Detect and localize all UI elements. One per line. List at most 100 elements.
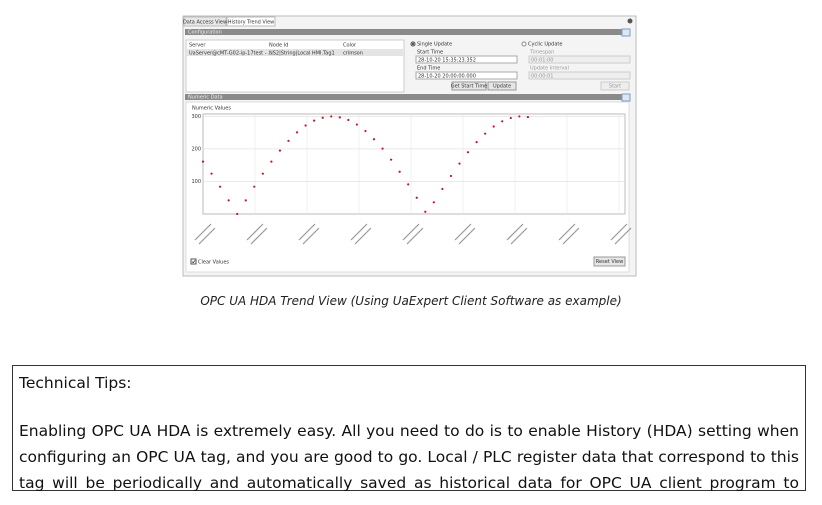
x-label-blur	[350, 223, 368, 241]
x-label-blur	[194, 223, 212, 241]
data-point	[253, 185, 256, 188]
data-point	[398, 170, 401, 173]
x-label-blur	[458, 227, 476, 245]
data-point	[287, 139, 290, 142]
tab[interactable]	[226, 16, 276, 27]
data-point	[466, 151, 470, 154]
data-point	[201, 160, 205, 163]
x-label-blur	[558, 223, 576, 241]
column-header: Server	[189, 43, 206, 49]
data-point	[330, 115, 333, 118]
x-label-blur	[198, 227, 216, 245]
data-point	[458, 162, 461, 165]
section-title: Configuration	[188, 30, 222, 36]
x-label-blur	[610, 223, 628, 241]
radio-dot	[412, 43, 414, 45]
collapse-button[interactable]	[621, 93, 631, 102]
cell: UaServer@cMT-G02-ip-17test - ...	[189, 51, 273, 57]
input-value: 00:00:01	[531, 74, 553, 80]
input-value: 28-10-20 15:35:23.352	[418, 58, 476, 64]
section-bar	[185, 94, 630, 100]
y-tick-label: 300	[191, 114, 201, 120]
radio-label: Cyclic Update	[528, 42, 562, 48]
data-point	[501, 120, 504, 123]
data-point	[321, 116, 324, 119]
cell: NS2|String|Local HMI.Tag1	[269, 51, 335, 57]
data-point	[355, 123, 358, 126]
x-label-blur	[402, 223, 420, 241]
section-title: Numeric Data	[188, 95, 223, 101]
data-point	[347, 118, 350, 122]
tips-body: Enabling OPC UA HDA is extremely easy. A…	[19, 422, 799, 505]
plot-area	[202, 113, 626, 215]
data-point	[304, 124, 307, 127]
x-label-blur	[250, 227, 268, 245]
button[interactable]	[593, 256, 626, 267]
x-label-blur	[354, 227, 372, 245]
field-label: Start Time	[417, 50, 443, 56]
cell: crimson	[343, 51, 363, 57]
button-label: Get Start Time	[451, 84, 488, 90]
data-point	[278, 149, 282, 152]
data-point	[219, 185, 222, 188]
column-header: Color	[343, 43, 357, 49]
data-point	[227, 199, 230, 202]
y-tick-label: 100	[191, 179, 201, 185]
data-point	[424, 210, 427, 213]
input	[528, 71, 631, 80]
server-table	[185, 39, 405, 93]
input	[528, 55, 631, 64]
button-label: Start	[609, 84, 621, 90]
field-label: Timespan	[529, 50, 554, 56]
x-label-blur	[562, 227, 580, 245]
data-point	[492, 125, 495, 128]
button[interactable]	[487, 81, 517, 91]
tab[interactable]	[183, 16, 227, 27]
x-label-blur	[614, 227, 632, 245]
button	[600, 81, 630, 91]
data-point	[236, 212, 239, 216]
close-icon[interactable]	[627, 18, 633, 24]
input[interactable]	[415, 71, 518, 80]
input-value: 28-10-20 20:00:00.000	[418, 74, 476, 80]
x-label-blur	[506, 223, 524, 241]
input[interactable]	[415, 55, 518, 64]
button[interactable]	[451, 81, 487, 91]
data-point	[313, 119, 316, 122]
data-point	[210, 172, 213, 175]
data-point	[372, 138, 376, 141]
data-point	[407, 183, 410, 186]
data-point	[441, 187, 444, 191]
data-point	[484, 132, 487, 135]
checkbox[interactable]	[190, 258, 197, 265]
tips-box: Technical Tips: Enabling OPC UA HDA is e…	[12, 365, 806, 505]
table-row[interactable]	[187, 49, 403, 56]
data-point	[295, 131, 299, 134]
x-label-blur	[298, 223, 316, 241]
data-point	[509, 116, 512, 120]
check	[191, 259, 196, 264]
tips-title: Technical Tips:	[19, 374, 132, 392]
field-label: Update Interval	[530, 66, 569, 72]
data-point	[364, 129, 367, 133]
radio[interactable]	[521, 41, 527, 47]
field-label: End Time	[417, 66, 440, 72]
y-tick-label: 200	[191, 146, 201, 152]
data-point	[338, 116, 341, 119]
button-label: Reset View	[596, 259, 623, 265]
data-point	[449, 174, 453, 178]
collapse-button[interactable]	[621, 28, 631, 37]
data-point	[381, 147, 384, 150]
screenshot: Data Access View History Trend View Conf…	[182, 15, 637, 277]
checkbox-label: Clear Values	[198, 260, 229, 266]
data-point	[261, 172, 264, 175]
section-bar	[185, 29, 630, 35]
x-label-blur	[406, 227, 424, 245]
data-point	[270, 160, 273, 163]
radio-label: Single Update	[417, 42, 452, 48]
input-value: 00:01:00	[531, 58, 553, 64]
data-point	[475, 141, 478, 144]
tab-label: Data Access View	[183, 20, 227, 26]
data-point	[526, 115, 530, 119]
